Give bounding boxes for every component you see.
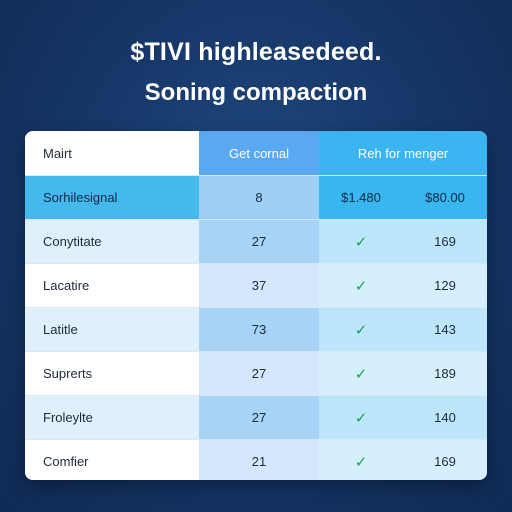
table-header-row: Mairt Get cornal Reh for menger [25, 131, 487, 176]
page-subtitle: Soning compaction [144, 79, 368, 106]
row-amount: 169 [434, 454, 456, 469]
row-label: Froleylte [25, 396, 199, 440]
page-heading: $TIVI highleasedeed. Soning compaction [0, 36, 512, 110]
check-icon: ✓ [354, 321, 368, 339]
check-icon: ✓ [354, 365, 368, 383]
table-row-highlight[interactable]: Sorhilesignal 8 $1.480 $80.00 [25, 176, 487, 220]
row-value: 8 [199, 176, 319, 220]
header-col3[interactable]: Reh for menger [319, 131, 487, 176]
row-label: Comfier [25, 440, 199, 480]
row-amount: 169 [434, 234, 456, 249]
header-col2[interactable]: Get cornal [199, 131, 319, 176]
price-1: $1.480 [341, 190, 381, 205]
table-row[interactable]: Suprerts 27 ✓ 189 [25, 352, 487, 396]
page-title: $TIVI highleasedeed. [130, 38, 382, 66]
row-amount: 129 [434, 278, 456, 293]
header-col1[interactable]: Mairt [25, 131, 199, 176]
price-2: $80.00 [425, 190, 465, 205]
table-row[interactable]: Latitle 73 ✓ 143 [25, 308, 487, 352]
table-row[interactable]: Lacatire 37 ✓ 129 [25, 264, 487, 308]
table-row[interactable]: Conytitate 27 ✓ 169 [25, 220, 487, 264]
row-amount: 140 [434, 410, 456, 425]
row-label: Conytitate [25, 220, 199, 264]
check-icon: ✓ [354, 277, 368, 295]
row-value: 27 [199, 220, 319, 264]
check-icon: ✓ [354, 233, 368, 251]
row-value: 27 [199, 396, 319, 440]
row-label: Sorhilesignal [25, 176, 199, 220]
row-amount: 143 [434, 322, 456, 337]
row-amount: 189 [434, 366, 456, 381]
row-label: Latitle [25, 308, 199, 352]
row-label: Suprerts [25, 352, 199, 396]
row-value: 37 [199, 264, 319, 308]
row-value: 21 [199, 440, 319, 480]
check-icon: ✓ [354, 409, 368, 427]
check-icon: ✓ [354, 453, 368, 471]
row-label: Lacatire [25, 264, 199, 308]
row-value: 27 [199, 352, 319, 396]
row-prices: $1.480 $80.00 [319, 176, 487, 220]
comparison-table: Mairt Get cornal Reh for menger Sorhiles… [25, 131, 487, 480]
table-row[interactable]: Comfier 21 ✓ 169 [25, 440, 487, 480]
table-row[interactable]: Froleylte 27 ✓ 140 [25, 396, 487, 440]
row-value: 73 [199, 308, 319, 352]
